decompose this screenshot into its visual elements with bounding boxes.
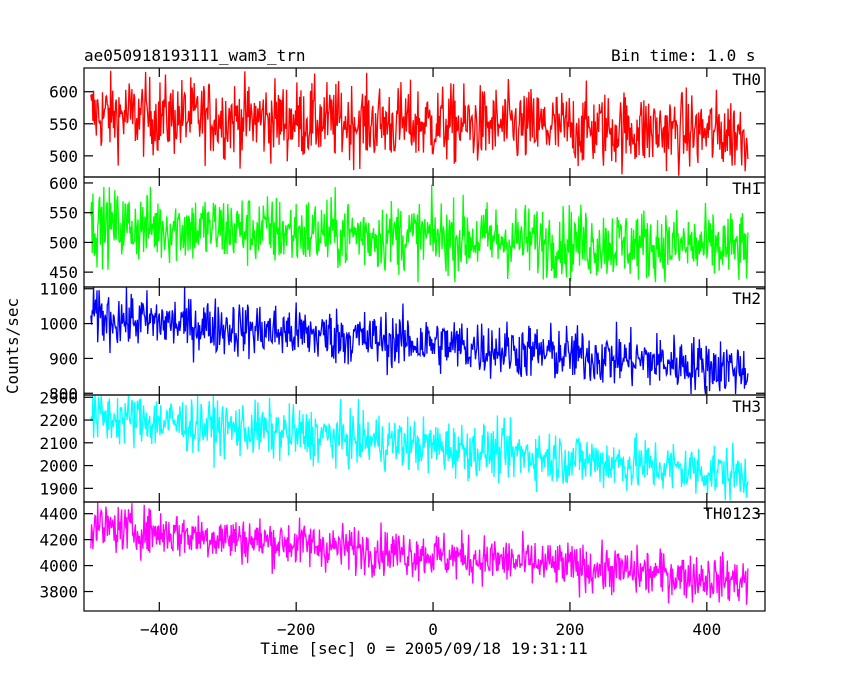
panels-layer: 500 550 600 TH0 450 500 550 600 TH1 800 900 1000 110… (39, 67, 766, 639)
panel-th2: 800 900 1000 1100 TH2 (39, 280, 766, 403)
y-tick-label: 4400 (39, 505, 78, 524)
y-tick-label: 4000 (39, 557, 78, 576)
x-tick-label: −400 (140, 620, 179, 639)
y-tick-label: 500 (49, 147, 78, 166)
series-th3 (90, 395, 749, 501)
y-tick-label: 1000 (39, 315, 78, 334)
x-tick-label: 200 (555, 620, 584, 639)
panel-th1: 450 500 550 600 TH1 (49, 174, 766, 288)
panel-label: TH2 (732, 289, 761, 308)
panel-th0123: 3800 4000 4200 4400 TH0123 (39, 501, 766, 612)
y-tick-label: 600 (49, 174, 78, 193)
series-th1 (90, 184, 749, 283)
y-tick-label: 550 (49, 115, 78, 134)
series-th2 (90, 287, 749, 395)
light-curve-title: ae050918193111_wam3_trn (84, 46, 306, 65)
series-th0 (90, 70, 749, 176)
y-tick-label: 2300 (39, 388, 78, 407)
x-tick-label: 400 (692, 620, 721, 639)
panel-label: TH0123 (703, 504, 761, 523)
y-tick-label: 3800 (39, 583, 78, 602)
panel-th3: 1900 2000 2100 2200 2300 TH3 (39, 388, 766, 503)
y-tick-label: 2000 (39, 457, 78, 476)
y-tick-label: 1100 (39, 280, 78, 299)
y-axis-label: Counts/sec (3, 298, 22, 394)
panel-label: TH3 (732, 397, 761, 416)
panel-th0: 500 550 600 TH0 (49, 67, 766, 178)
panel-label: TH1 (732, 179, 761, 198)
panel-frame (83, 286, 766, 396)
y-tick-label: 2200 (39, 411, 78, 430)
bin-time-label: Bin time: 1.0 s (611, 46, 756, 65)
y-tick-label: 600 (49, 83, 78, 102)
y-tick-label: 1900 (39, 479, 78, 498)
y-tick-label: 550 (49, 204, 78, 223)
y-tick-label: 500 (49, 233, 78, 252)
x-axis-label: Time [sec] 0 = 2005/09/18 19:31:11 (260, 639, 588, 658)
y-tick-label: 900 (49, 349, 78, 368)
series-th0123 (90, 502, 749, 605)
y-tick-label: 4200 (39, 531, 78, 550)
panel-frame (83, 501, 766, 612)
y-tick-label: 450 (49, 263, 78, 282)
y-tick-label: 800 (49, 384, 78, 403)
panel-label: TH0 (732, 70, 761, 89)
x-tick-label: −200 (277, 620, 316, 639)
x-tick-label: 0 (428, 620, 438, 639)
y-tick-label: 2100 (39, 434, 78, 453)
